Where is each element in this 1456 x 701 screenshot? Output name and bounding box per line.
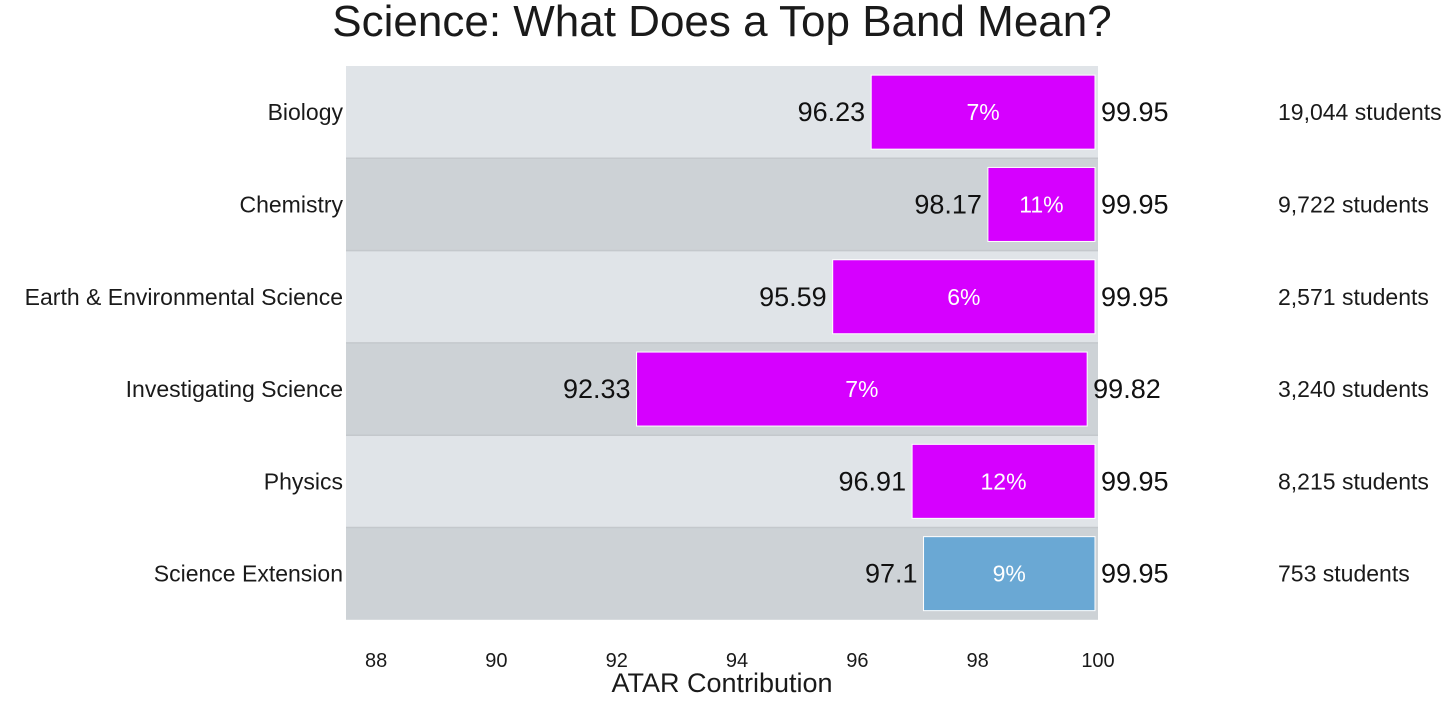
high-value-label: 99.95 <box>1101 466 1169 496</box>
student-count-label: 8,215 students <box>1278 468 1429 494</box>
percent-label: 9% <box>993 561 1026 587</box>
low-value-label: 96.23 <box>798 97 866 127</box>
percent-label: 7% <box>966 99 999 125</box>
range-bar <box>832 259 1096 335</box>
low-value-label: 98.17 <box>914 189 982 219</box>
chart-title: Science: What Does a Top Band Mean? <box>332 0 1111 46</box>
category-label: Physics <box>264 468 343 494</box>
low-value-label: 95.59 <box>759 282 827 312</box>
percent-label: 12% <box>981 468 1027 494</box>
student-count-label: 753 students <box>1278 561 1410 587</box>
rows-layer: Biology 96.23 99.95 7% 19,044 students Chemis… <box>25 66 1442 620</box>
category-label: Earth & Environmental Science <box>25 284 343 310</box>
low-value-label: 92.33 <box>563 374 631 404</box>
category-label: Science Extension <box>154 561 343 587</box>
range-bar <box>923 536 1096 612</box>
student-count-label: 9,722 students <box>1278 191 1429 217</box>
low-value-label: 97.1 <box>865 559 918 589</box>
range-bar <box>870 74 1096 150</box>
high-value-label: 99.95 <box>1101 97 1169 127</box>
x-tick-label: 92 <box>606 650 628 672</box>
percent-label: 7% <box>845 376 878 402</box>
row-background <box>346 158 1098 251</box>
high-value-label: 99.95 <box>1101 189 1169 219</box>
x-axis-label: ATAR Contribution <box>611 668 832 698</box>
high-value-label: 99.95 <box>1101 559 1169 589</box>
student-count-label: 3,240 students <box>1278 376 1429 402</box>
x-tick-label: 96 <box>846 650 868 672</box>
percent-label: 11% <box>1019 191 1063 217</box>
high-value-label: 99.82 <box>1093 374 1161 404</box>
range-bar <box>636 351 1088 427</box>
x-tick-label: 98 <box>967 650 989 672</box>
x-tick-label: 100 <box>1081 650 1114 672</box>
x-tick-label: 90 <box>485 650 507 672</box>
low-value-label: 96.91 <box>839 466 907 496</box>
category-label: Investigating Science <box>126 376 343 402</box>
high-value-label: 99.95 <box>1101 282 1169 312</box>
range-bar <box>911 443 1096 519</box>
percent-label: 6% <box>947 284 980 310</box>
student-count-label: 19,044 students <box>1278 99 1442 125</box>
x-tick-label: 94 <box>726 650 748 672</box>
category-label: Chemistry <box>239 191 343 217</box>
x-axis-ticks: 88 90 92 94 96 98 100 <box>365 650 1115 672</box>
range-bar <box>987 166 1096 242</box>
student-count-label: 2,571 students <box>1278 284 1429 310</box>
category-label: Biology <box>268 99 344 125</box>
x-tick-label: 88 <box>365 650 387 672</box>
